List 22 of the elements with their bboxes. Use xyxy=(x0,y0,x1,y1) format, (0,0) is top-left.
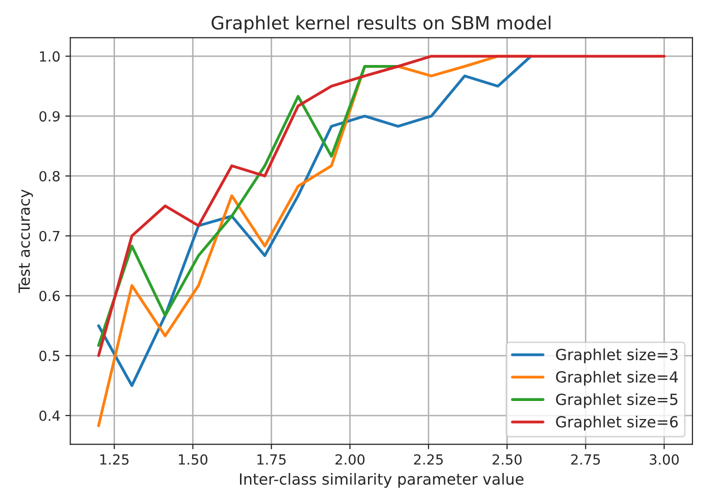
legend-label: Graphlet size=6 xyxy=(556,416,678,431)
legend-label: Graphlet size=3 xyxy=(556,348,678,364)
x-tick-label: 2.75 xyxy=(571,454,600,465)
y-tick-label: 0.8 xyxy=(39,170,60,182)
x-tick-label: 2.00 xyxy=(336,454,364,465)
x-tick-label: 2.25 xyxy=(414,454,443,465)
y-tick-label: 1.0 xyxy=(40,51,60,62)
y-tick-label: 0.9 xyxy=(39,111,60,122)
x-tick-label: 2.50 xyxy=(492,454,522,465)
y-axis-title: Test accuracy xyxy=(18,189,33,293)
y-tick-label: 0.5 xyxy=(39,350,60,362)
x-tick-label: 1.25 xyxy=(100,454,129,465)
x-tick-label: 3.00 xyxy=(650,454,679,465)
y-tick-label: 0.6 xyxy=(39,290,60,302)
chart-title: Graphlet kernel results on SBM model xyxy=(212,16,550,34)
legend-label: Graphlet size=4 xyxy=(556,370,678,386)
legend-label: Graphlet size=5 xyxy=(556,393,678,408)
y-tick-label: 0.4 xyxy=(39,410,60,421)
x-tick-label: 1.50 xyxy=(178,454,208,465)
x-axis-title: Inter-class similarity parameter value xyxy=(240,472,524,488)
x-tick-label: 1.75 xyxy=(257,454,286,465)
y-tick-label: 0.7 xyxy=(39,230,60,242)
